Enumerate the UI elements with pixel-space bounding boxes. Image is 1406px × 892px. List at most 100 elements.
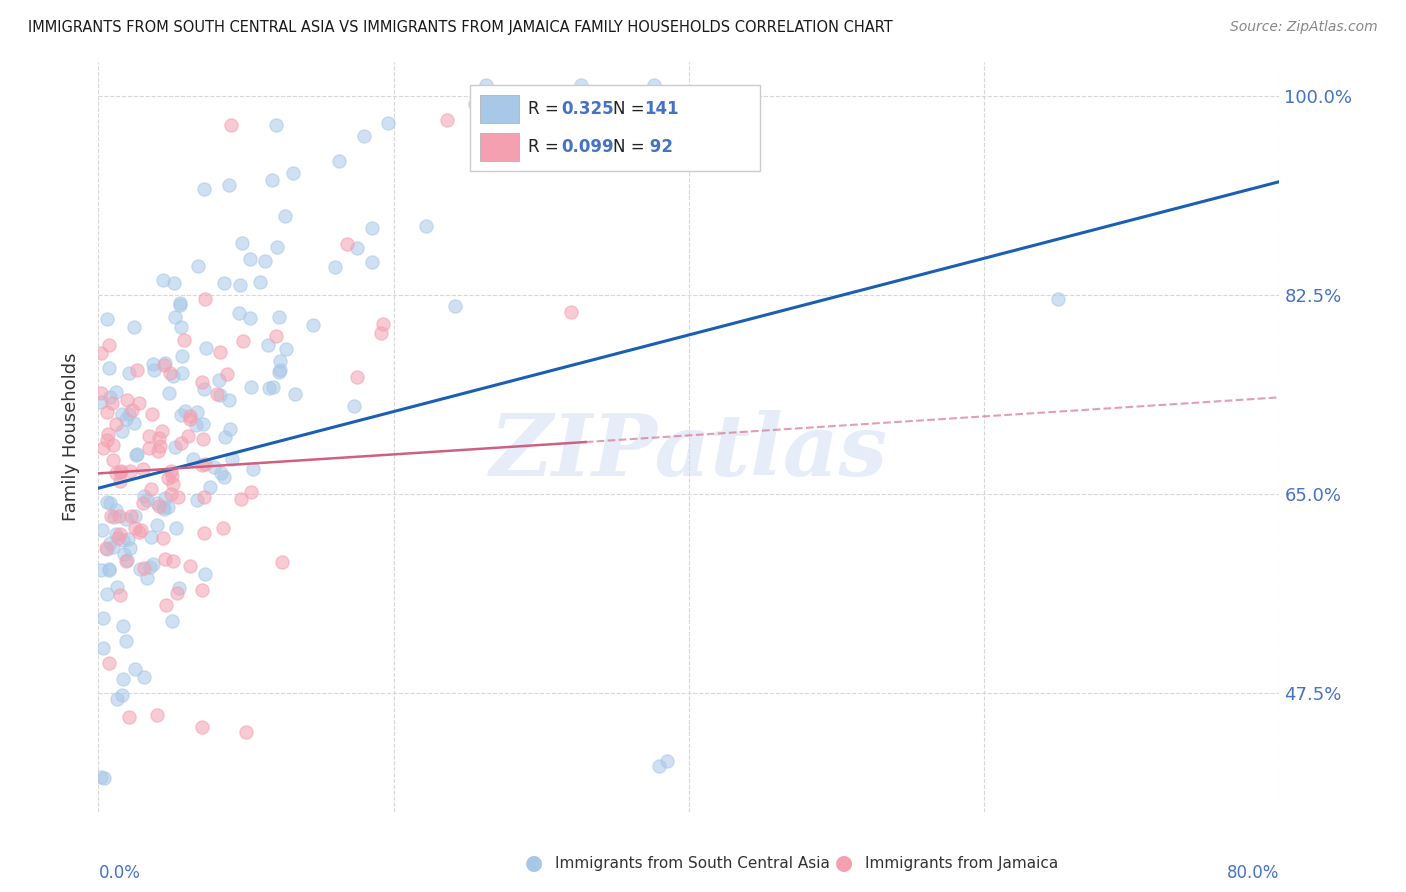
Point — [90, 524, 112, 538]
Point — [166, 491, 188, 505]
Point — [232, 334, 254, 349]
Point — [415, 219, 437, 233]
Point — [152, 273, 174, 287]
Point — [269, 353, 291, 368]
Point — [112, 533, 135, 547]
Point — [269, 310, 291, 324]
Point — [132, 560, 155, 574]
Point — [1046, 292, 1070, 306]
Point — [111, 424, 134, 438]
Point — [115, 393, 138, 408]
Point — [156, 500, 179, 515]
Point — [186, 405, 208, 419]
Point — [142, 558, 165, 572]
FancyBboxPatch shape — [471, 85, 759, 171]
Point — [139, 559, 162, 574]
Point — [264, 329, 287, 343]
Point — [93, 771, 115, 785]
Point — [193, 182, 215, 196]
Y-axis label: Family Households: Family Households — [62, 353, 80, 521]
Point — [118, 464, 141, 478]
Point — [97, 427, 120, 442]
Point — [159, 366, 181, 380]
Point — [96, 312, 118, 326]
Point — [217, 367, 239, 381]
Point — [648, 759, 671, 773]
Point — [202, 459, 225, 474]
Point — [377, 116, 399, 130]
Point — [194, 293, 217, 307]
Point — [128, 396, 150, 410]
Point — [104, 466, 127, 480]
Point — [104, 503, 127, 517]
Point — [90, 386, 112, 401]
Point — [643, 78, 665, 92]
Point — [276, 342, 298, 356]
Text: 92: 92 — [644, 138, 673, 156]
Point — [209, 466, 232, 480]
FancyBboxPatch shape — [479, 95, 519, 123]
Point — [239, 310, 262, 325]
Point — [302, 318, 325, 333]
Point — [170, 435, 193, 450]
Point — [146, 496, 169, 510]
Point — [111, 672, 134, 686]
Point — [96, 542, 118, 557]
Point — [229, 277, 252, 292]
Point — [169, 296, 191, 310]
Point — [179, 412, 201, 426]
Point — [108, 588, 131, 602]
Point — [129, 523, 152, 537]
Point — [160, 464, 183, 478]
Point — [283, 166, 305, 180]
Point — [100, 509, 122, 524]
Text: ZIPatlas: ZIPatlas — [489, 410, 889, 494]
Point — [166, 586, 188, 600]
Text: 0.099: 0.099 — [561, 138, 614, 156]
Point — [195, 341, 218, 355]
Point — [208, 387, 231, 401]
Text: Immigrants from Jamaica: Immigrants from Jamaica — [865, 856, 1057, 871]
Point — [129, 562, 152, 576]
Point — [160, 615, 183, 629]
Point — [179, 409, 201, 423]
Point — [153, 502, 176, 516]
Point — [127, 447, 149, 461]
Point — [124, 509, 146, 524]
Point — [162, 477, 184, 491]
Point — [260, 173, 283, 187]
Point — [150, 424, 173, 438]
Point — [170, 349, 193, 363]
Point — [221, 118, 243, 132]
Point — [108, 474, 131, 488]
Point — [146, 708, 169, 723]
Point — [219, 422, 242, 436]
Point — [105, 526, 128, 541]
Point — [269, 363, 291, 377]
Point — [90, 770, 112, 784]
Point — [98, 536, 121, 550]
Point — [193, 526, 215, 541]
Point — [475, 78, 498, 92]
Point — [323, 260, 346, 275]
Point — [104, 385, 127, 400]
Point — [235, 725, 257, 739]
Point — [191, 417, 214, 432]
Point — [103, 510, 125, 524]
Point — [264, 118, 287, 132]
Point — [181, 452, 204, 467]
Point — [257, 381, 280, 395]
Point — [90, 394, 112, 409]
Point — [184, 417, 207, 432]
Point — [655, 754, 678, 768]
Point — [136, 571, 159, 585]
Point — [360, 255, 382, 269]
Point — [212, 470, 235, 484]
Point — [153, 491, 176, 505]
Point — [96, 587, 118, 601]
Point — [262, 380, 284, 394]
Point — [96, 433, 118, 447]
Point — [111, 688, 134, 702]
Point — [96, 495, 118, 509]
Text: 141: 141 — [644, 100, 679, 118]
